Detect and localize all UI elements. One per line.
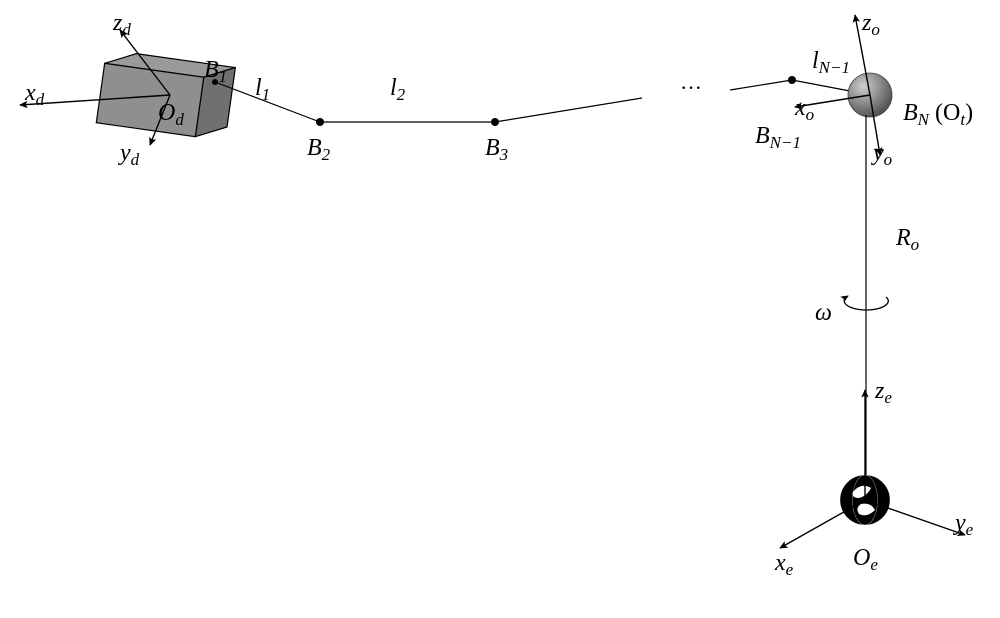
label-xe: xe bbox=[774, 550, 794, 579]
tether-node bbox=[316, 118, 324, 126]
tether-node bbox=[788, 76, 796, 84]
label-zd: zd bbox=[112, 10, 131, 39]
label-ye: ye bbox=[953, 510, 974, 539]
tether-chain: ··· bbox=[212, 75, 850, 126]
label-B1: B1 bbox=[204, 57, 227, 86]
diagram-canvas: ··· xdydzdOdB1B2B3BN−1xoyozoBN (Ot)Roωze… bbox=[0, 0, 1000, 618]
label-ze: ze bbox=[874, 378, 892, 407]
earth-frame-axes bbox=[780, 390, 965, 548]
ellipsis: ··· bbox=[680, 75, 702, 100]
label-BN: BN (Ot) bbox=[903, 100, 973, 129]
label-Oe: Oe bbox=[853, 545, 878, 574]
segment-label: l1 bbox=[255, 75, 270, 104]
label-xo: xo bbox=[794, 95, 814, 124]
label-yo: yo bbox=[871, 140, 892, 169]
label-yd: yd bbox=[118, 140, 140, 169]
label-BN1: BN−1 bbox=[755, 123, 801, 152]
label-B2: B2 bbox=[307, 135, 331, 164]
label-zo: zo bbox=[861, 10, 880, 39]
label-B3: B3 bbox=[485, 135, 508, 164]
tether-segment bbox=[792, 80, 850, 91]
segment-label: l2 bbox=[390, 75, 406, 104]
label-xd: xd bbox=[24, 80, 45, 109]
label-omega: ω bbox=[815, 300, 832, 326]
tether-node bbox=[491, 118, 499, 126]
segment-label: lN−1 bbox=[812, 48, 850, 77]
label-Ro: Ro bbox=[895, 225, 919, 254]
xe-axis bbox=[780, 500, 865, 548]
